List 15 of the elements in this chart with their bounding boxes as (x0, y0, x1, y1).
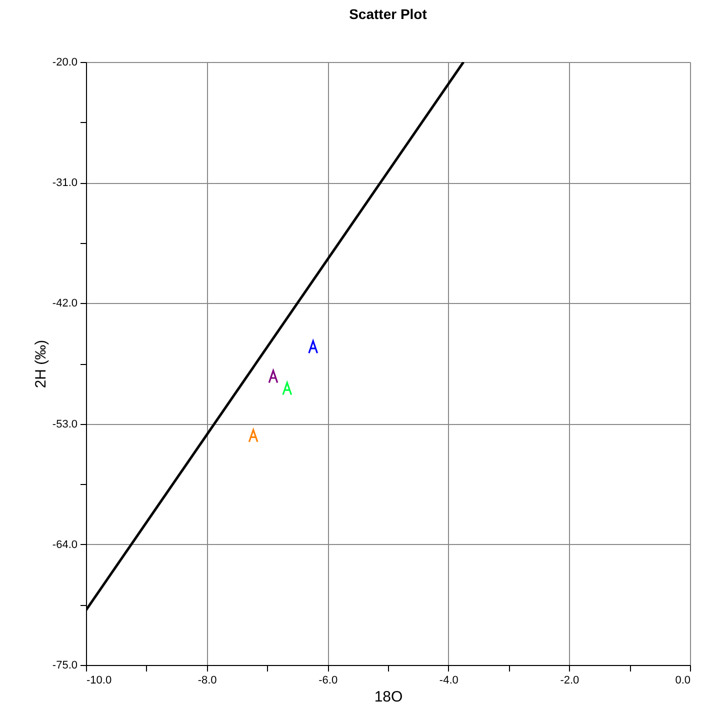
x-axis-title: 18O (374, 688, 403, 706)
y-tick-label: -20.0 (52, 56, 78, 68)
x-tick-label: 0.0 (675, 674, 690, 686)
y-axis-title: 2H (‰) (32, 340, 50, 388)
y-tick-label: -53.0 (52, 418, 78, 430)
x-tick-label: -6.0 (318, 674, 338, 686)
y-tick-label: -42.0 (52, 298, 78, 310)
y-tick-label: -31.0 (52, 177, 78, 190)
x-tick-label: -4.0 (439, 674, 458, 686)
x-tick-label: -2.0 (560, 674, 580, 686)
x-tick-label: -8.0 (198, 674, 217, 686)
x-tick-label: -10.0 (86, 674, 112, 686)
chart-title: Scatter Plot (349, 6, 428, 22)
y-tick-label: -75.0 (52, 660, 78, 672)
y-tick-label: -64.0 (52, 538, 78, 551)
